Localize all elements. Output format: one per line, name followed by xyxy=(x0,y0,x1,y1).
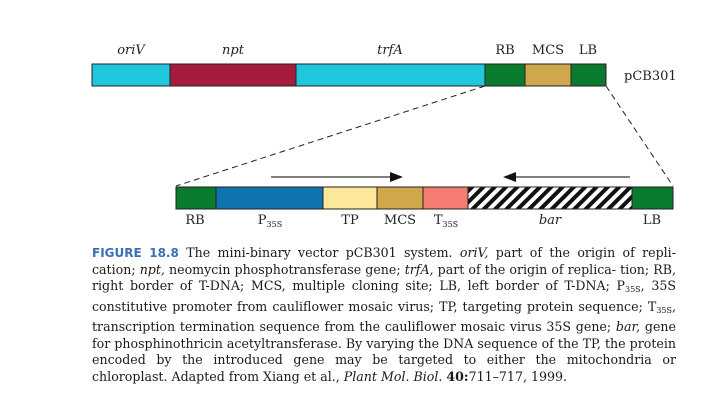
label-mcs-top: MCS xyxy=(532,43,564,58)
segment-rb-top xyxy=(484,63,526,87)
segment-oriV xyxy=(91,63,171,87)
segment-t35s xyxy=(422,186,469,210)
label-lb-bottom: LB xyxy=(643,213,661,228)
segment-p35s xyxy=(215,186,324,210)
zoom-line-left xyxy=(175,85,486,187)
caption-text: gene for phosphinothricin acetyltransfer… xyxy=(92,319,676,384)
caption-volume: 40: xyxy=(446,368,469,384)
caption-pages: 711–717, 1999. xyxy=(468,368,568,384)
label-tp: TP xyxy=(341,213,359,228)
label-mcs-bottom: MCS xyxy=(384,213,416,228)
segment-mcs-top xyxy=(524,63,572,87)
arrow-reverse xyxy=(503,172,630,182)
caption-term-oriv: oriV, xyxy=(459,245,489,260)
caption-text: , transcription termination sequence fro… xyxy=(92,298,676,335)
bottom-tdna-map: RB P35S TP MCS T35S bar LB xyxy=(175,186,674,229)
top-vector-map: oriV npt trfA RB MCS LB pCB301 xyxy=(91,43,677,87)
figure-title: The mini-binary vector pCB301 system. xyxy=(186,245,453,260)
label-lb-top: LB xyxy=(579,43,597,58)
caption-term-bar: bar, xyxy=(615,319,641,334)
caption-subscript: 35S xyxy=(624,285,641,294)
segment-lb-top xyxy=(570,63,607,87)
caption-subscript: 35S xyxy=(656,305,672,315)
label-oriV: oriV xyxy=(117,43,146,58)
caption-text: neomycin phosphotransferase gene; xyxy=(169,261,401,277)
label-trfA: trfA xyxy=(377,43,403,58)
label-bar: bar xyxy=(539,213,562,228)
segment-bar xyxy=(467,186,633,210)
caption-text: , 35S constitutive promoter from caulifl… xyxy=(92,278,676,314)
segment-rb-bottom xyxy=(175,186,217,210)
segment-npt xyxy=(169,63,297,87)
label-rb-top: RB xyxy=(495,43,514,58)
label-t35s: T35S xyxy=(434,213,458,229)
label-p35s: P35S xyxy=(258,213,282,229)
vector-name: pCB301 xyxy=(624,69,677,84)
segment-trfA xyxy=(295,63,486,87)
figure-caption: FIGURE 18.8 The mini-binary vector pCB30… xyxy=(92,245,676,385)
caption-journal: Plant Mol. Biol. xyxy=(343,368,443,384)
caption-term-npt: npt, xyxy=(139,261,165,277)
vector-diagram: oriV npt trfA RB MCS LB pCB301 RB P35S T… xyxy=(91,43,677,229)
segment-mcs-bottom xyxy=(376,186,424,210)
zoom-line-right xyxy=(605,85,674,187)
segment-tp xyxy=(322,186,378,210)
label-npt: npt xyxy=(222,43,245,58)
segment-lb-bottom xyxy=(631,186,674,210)
figure-label: FIGURE 18.8 xyxy=(92,246,179,260)
label-rb-bottom: RB xyxy=(185,213,204,228)
caption-text: part of the origin of replica- tion; RB,… xyxy=(92,261,676,294)
caption-term-trfa: trfA, xyxy=(404,261,434,277)
arrow-forward xyxy=(271,172,403,182)
caption-text: part of the origin of repli- cation; xyxy=(92,245,676,277)
